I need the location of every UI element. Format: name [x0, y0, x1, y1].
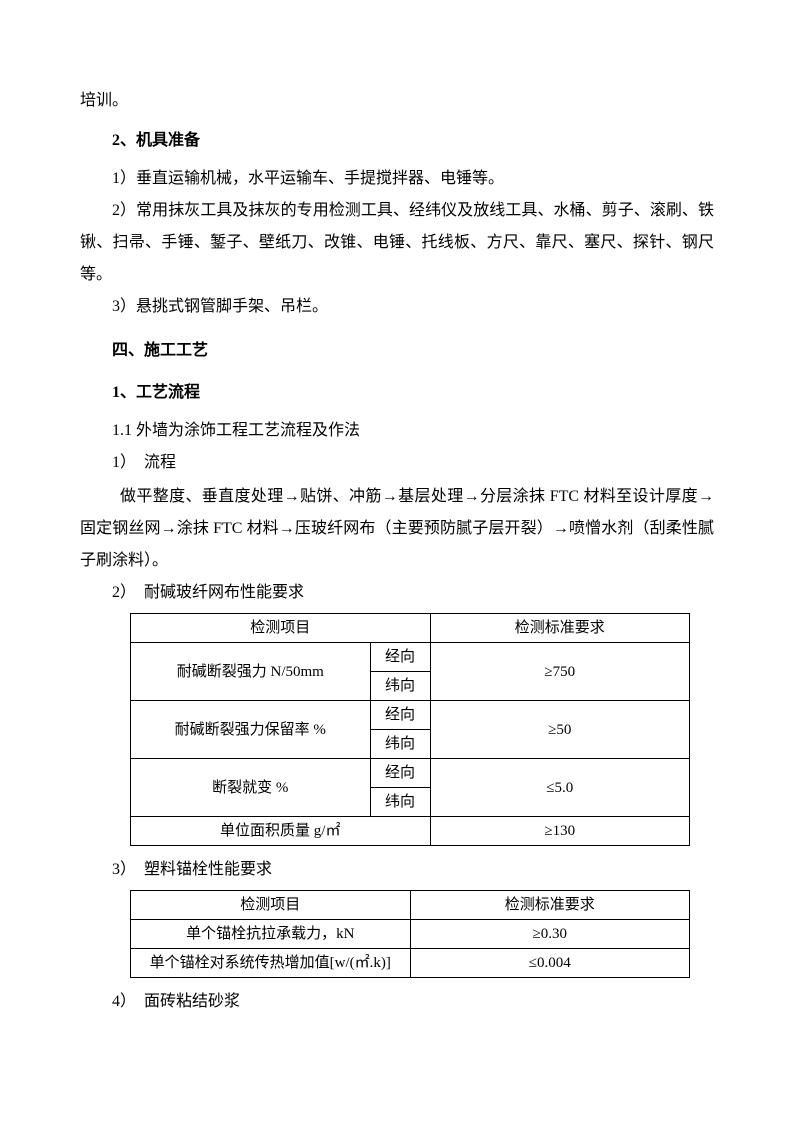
table-cell: ≥750: [430, 643, 690, 701]
table-cell: 单位面积质量 g/㎡: [131, 817, 431, 846]
heading-4-1: 1、工艺流程: [80, 377, 714, 409]
table-row: 单个锚栓对系统传热增加值[w/(㎡.k)] ≤0.004: [131, 949, 690, 978]
table-anchor-performance: 检测项目 检测标准要求 单个锚栓抗拉承载力，kN ≥0.30 单个锚栓对系统传热…: [130, 890, 690, 978]
table-row: 单个锚栓抗拉承载力，kN ≥0.30: [131, 920, 690, 949]
table-cell: 经向: [370, 643, 430, 672]
table-cell: ≤0.004: [410, 949, 689, 978]
item-4-label: 4） 面砖粘结砂浆: [80, 986, 714, 1018]
table-header: 检测标准要求: [410, 891, 689, 920]
table-cell: ≥130: [430, 817, 690, 846]
table-cell: 经向: [370, 759, 430, 788]
item-2-2: 2）常用抹灰工具及抹灰的专用检测工具、经纬仪及放线工具、水桶、剪子、滚刷、铁锹、…: [80, 195, 714, 291]
prefix-text: 培训。: [80, 85, 714, 117]
table-cell: 单个锚栓抗拉承载力，kN: [131, 920, 411, 949]
table-cell: 耐碱断裂强力保留率 %: [131, 701, 371, 759]
table-cell: 单个锚栓对系统传热增加值[w/(㎡.k)]: [131, 949, 411, 978]
table-header: 检测标准要求: [430, 614, 690, 643]
table-cell: 耐碱断裂强力 N/50mm: [131, 643, 371, 701]
item-2-3: 3）悬挑式钢管脚手架、吊栏。: [80, 291, 714, 323]
table-row: 耐碱断裂强力 N/50mm 经向 ≥750: [131, 643, 690, 672]
table-cell: ≥0.30: [410, 920, 689, 949]
flow-text: 做平整度、垂直度处理→贴饼、冲筋→基层处理→分层涂抹 FTC 材料至设计厚度→固…: [80, 481, 714, 577]
table-row: 单位面积质量 g/㎡ ≥130: [131, 817, 690, 846]
table-cell: 经向: [370, 701, 430, 730]
table-header: 检测项目: [131, 891, 411, 920]
table-cell: 纬向: [370, 672, 430, 701]
table-row: 检测项目 检测标准要求: [131, 614, 690, 643]
heading-2: 2、机具准备: [80, 125, 714, 157]
table-mesh-performance: 检测项目 检测标准要求 耐碱断裂强力 N/50mm 经向 ≥750 纬向 耐碱断…: [130, 613, 690, 846]
item-2-1: 1）垂直运输机械，水平运输车、手提搅拌器、电锤等。: [80, 163, 714, 195]
sub-1-1: 1.1 外墙为涂饰工程工艺流程及作法: [80, 415, 714, 447]
table-row: 检测项目 检测标准要求: [131, 891, 690, 920]
flow-1-label: 1） 流程: [80, 447, 714, 479]
table-row: 断裂就变 % 经向 ≤5.0: [131, 759, 690, 788]
table2-label: 3） 塑料锚栓性能要求: [80, 854, 714, 886]
table-cell: ≤5.0: [430, 759, 690, 817]
table-header: 检测项目: [131, 614, 431, 643]
table-cell: 纬向: [370, 730, 430, 759]
table-cell: 纬向: [370, 788, 430, 817]
heading-4: 四、施工工艺: [80, 335, 714, 367]
table1-label: 2） 耐碱玻纤网布性能要求: [80, 577, 714, 609]
table-cell: ≥50: [430, 701, 690, 759]
table-cell: 断裂就变 %: [131, 759, 371, 817]
table-row: 耐碱断裂强力保留率 % 经向 ≥50: [131, 701, 690, 730]
